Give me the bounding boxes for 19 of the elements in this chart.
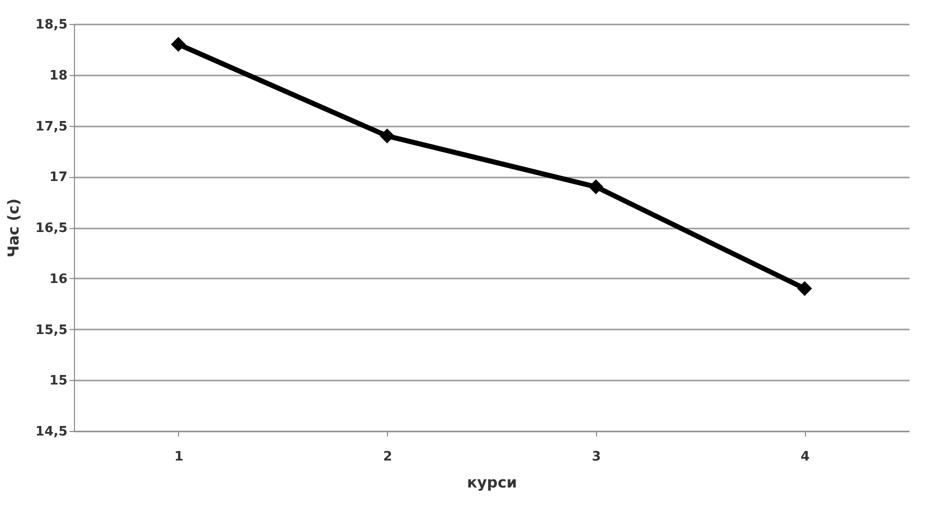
y-tick-label: 15 <box>49 374 68 389</box>
y-tick-label: 18,5 <box>35 18 68 32</box>
y-tick-label: 16,5 <box>35 221 68 236</box>
point <box>588 179 604 194</box>
y-tick-label: 14,5 <box>35 424 68 440</box>
y-tick-label: 17,5 <box>35 119 68 134</box>
point <box>380 128 395 144</box>
y-tick-label: 16 <box>49 272 68 287</box>
x-tick-label: 3 <box>592 450 601 464</box>
x-tick-label: 2 <box>383 450 392 464</box>
y-tick-label: 17 <box>49 170 68 186</box>
y-tick-label: 18 <box>49 68 68 84</box>
x-tick-label: 4 <box>800 450 810 464</box>
y-tick-label: 15,5 <box>35 322 68 338</box>
y-axis-title: Час (с) <box>4 198 22 258</box>
x-tick-label: 1 <box>174 450 184 464</box>
point <box>170 36 186 52</box>
point <box>797 281 812 296</box>
x-axis-title: курси <box>466 474 518 492</box>
